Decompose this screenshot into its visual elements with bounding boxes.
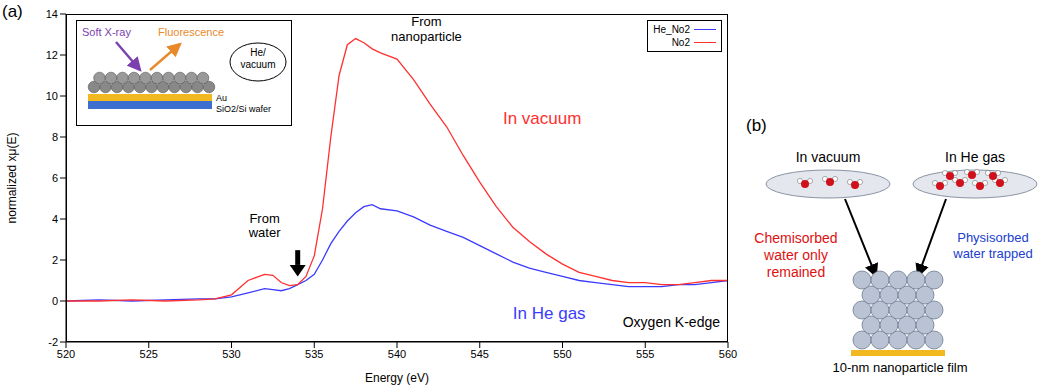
svg-text:520: 520	[57, 348, 75, 360]
svg-text:4: 4	[52, 213, 58, 225]
svg-text:6: 6	[52, 172, 58, 184]
svg-text:560: 560	[719, 348, 737, 360]
svg-text:525: 525	[140, 348, 158, 360]
svg-text:550: 550	[553, 348, 571, 360]
svg-text:530: 530	[222, 348, 240, 360]
svg-text:Soft X-ray: Soft X-ray	[82, 26, 131, 38]
svg-text:Au: Au	[216, 93, 227, 103]
svg-text:He/: He/	[250, 47, 266, 58]
html-text:He_No2: He_No2	[653, 24, 690, 35]
html-text:Oxygen K-edge: Oxygen K-edge	[622, 314, 720, 331]
svg-text:555: 555	[636, 348, 654, 360]
svg-text:12: 12	[46, 49, 58, 61]
svg-text:14: 14	[46, 8, 58, 20]
html-text:In vacuum: In vacuum	[502, 109, 582, 129]
html-text:In He gas: In He gas	[512, 304, 586, 324]
html-text:In vacuum: In vacuum	[795, 149, 861, 165]
html-text:In He gas: In He gas	[945, 149, 1005, 165]
html-text:10-nm nanoparticle film: 10-nm nanoparticle film	[832, 360, 968, 375]
html-text:From nanoparticle: From nanoparticle	[391, 14, 462, 44]
html-text:From water: From water	[248, 211, 281, 241]
svg-text:8: 8	[52, 131, 58, 143]
svg-text:10: 10	[46, 90, 58, 102]
svg-text:540: 540	[388, 348, 406, 360]
html-text:Chemisorbed water only remaine: Chemisorbed water only remained	[754, 230, 838, 280]
svg-text:Fluorescence: Fluorescence	[158, 26, 224, 38]
svg-text:Energy (eV): Energy (eV)	[365, 371, 429, 385]
svg-text:vacuum: vacuum	[240, 59, 275, 70]
svg-text:normalized xμ(E): normalized xμ(E)	[5, 133, 19, 224]
svg-text:0: 0	[52, 295, 58, 307]
svg-text:SiO2/Si wafer: SiO2/Si wafer	[216, 104, 271, 114]
html-text:Physisorbed water trapped: Physisorbed water trapped	[953, 230, 1033, 261]
html-text:No2: No2	[671, 37, 690, 48]
html-text:(a): (a)	[2, 2, 23, 21]
svg-text:545: 545	[471, 348, 489, 360]
svg-text:2: 2	[52, 254, 58, 266]
svg-text:535: 535	[305, 348, 323, 360]
svg-text:-2: -2	[48, 336, 58, 348]
html-text:(b): (b)	[746, 116, 767, 135]
